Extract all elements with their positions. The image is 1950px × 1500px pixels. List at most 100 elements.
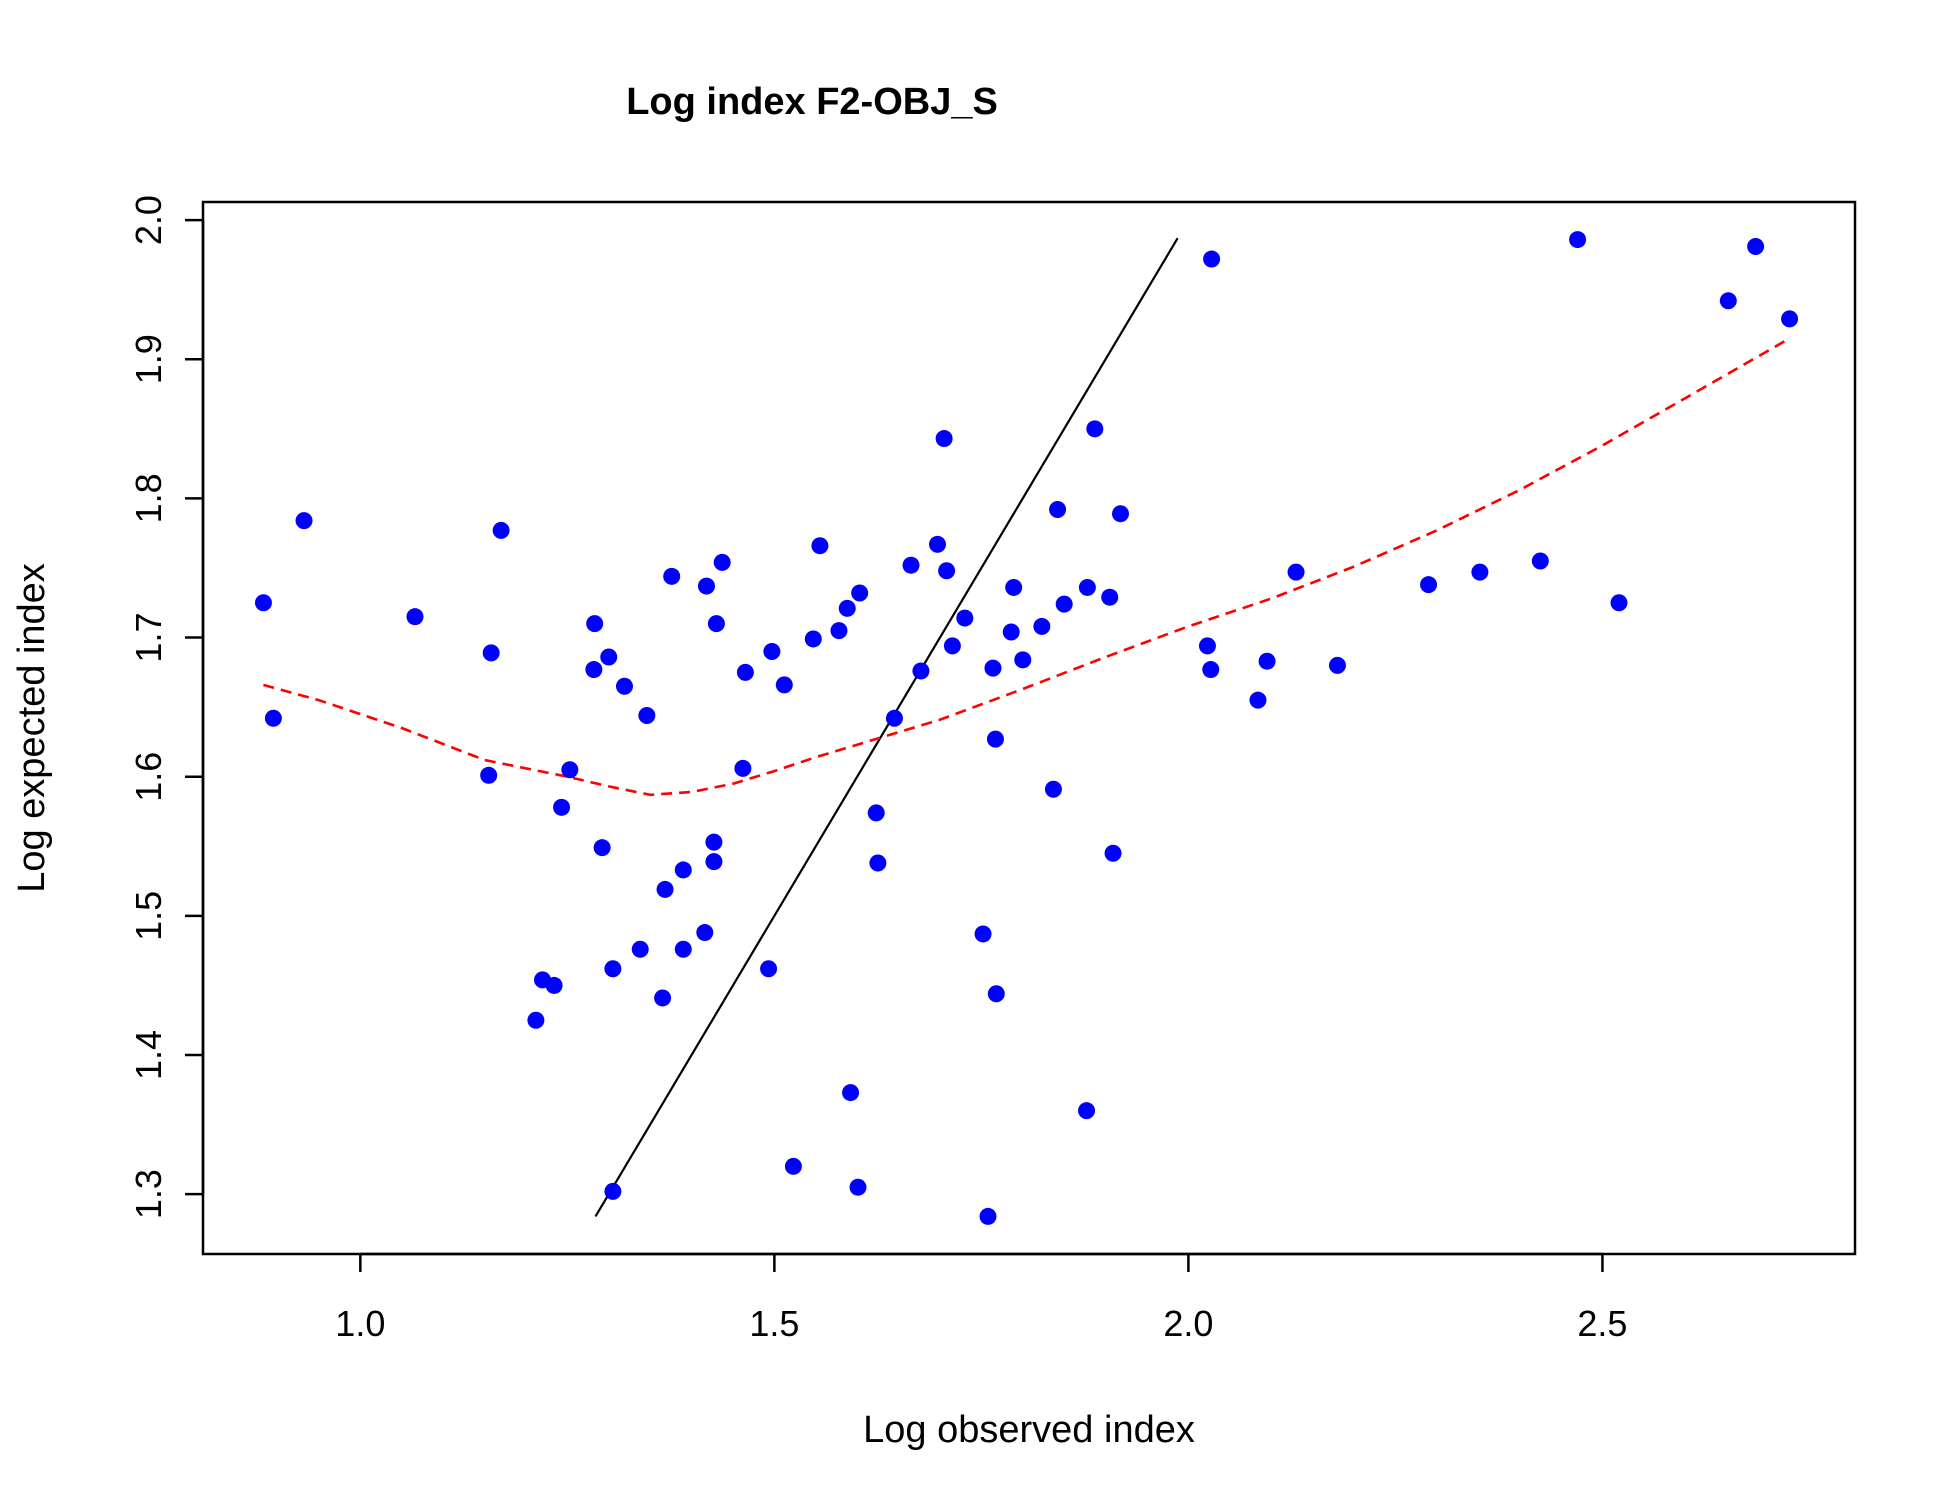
data-point — [784, 1157, 802, 1175]
data-point — [912, 662, 930, 680]
data-point — [1258, 652, 1276, 670]
data-point — [545, 976, 563, 994]
data-point — [295, 512, 313, 530]
x-axis: 1.0 1.5 2.0 2.5 — [335, 1252, 1627, 1344]
y-axis-label: Log expected index — [11, 563, 53, 893]
data-point — [1002, 623, 1020, 641]
y-tick-label: 1.4 — [128, 1030, 169, 1080]
data-point — [760, 960, 778, 978]
data-point — [830, 622, 848, 640]
data-point — [631, 940, 649, 958]
y-tick-label: 1.8 — [128, 473, 169, 523]
data-point — [593, 839, 611, 857]
y-tick-label: 1.9 — [128, 334, 169, 384]
data-point — [696, 924, 714, 942]
data-point — [604, 960, 622, 978]
data-point — [851, 584, 869, 602]
data-point — [1202, 661, 1220, 679]
data-point — [1049, 501, 1067, 519]
data-point — [902, 556, 920, 574]
data-point — [849, 1178, 867, 1196]
data-point — [638, 706, 656, 724]
data-point — [974, 925, 992, 943]
data-point — [736, 663, 754, 681]
data-point — [713, 553, 731, 571]
data-point — [1078, 1102, 1096, 1120]
data-point — [264, 709, 282, 727]
data-point — [482, 644, 500, 662]
data-point — [586, 615, 604, 633]
data-point — [600, 648, 618, 666]
data-point — [1328, 656, 1346, 674]
data-point — [697, 577, 715, 595]
data-point — [1203, 250, 1221, 268]
data-point — [956, 609, 974, 627]
data-point — [984, 659, 1002, 677]
data-point — [705, 833, 723, 851]
data-point — [1420, 576, 1438, 594]
data-point — [615, 677, 633, 695]
data-point — [663, 567, 681, 585]
data-point — [775, 676, 793, 694]
data-point — [1033, 617, 1051, 635]
y-tick-label: 1.3 — [128, 1169, 169, 1219]
x-tick-label: 2.5 — [1577, 1303, 1627, 1344]
data-point — [979, 1207, 997, 1225]
identity-line — [594, 237, 1179, 1217]
data-point — [1198, 637, 1216, 655]
data-point — [1249, 691, 1267, 709]
data-point — [674, 861, 692, 879]
data-point — [1014, 651, 1032, 669]
x-tick-label: 2.0 — [1163, 1303, 1213, 1344]
data-point — [869, 854, 887, 872]
y-tick-label: 1.6 — [128, 752, 169, 802]
data-point — [553, 798, 571, 816]
data-point — [943, 637, 961, 655]
data-point — [867, 804, 885, 822]
data-point — [492, 521, 510, 539]
data-point — [938, 562, 956, 580]
data-point — [1086, 420, 1104, 438]
data-point — [1781, 310, 1799, 328]
data-point — [1719, 292, 1737, 310]
data-point — [1471, 563, 1489, 581]
smoother-line — [263, 337, 1791, 797]
data-point — [804, 630, 822, 648]
data-point — [561, 761, 579, 779]
y-axis: 1.3 1.4 1.5 1.6 1.7 1.8 1.9 2.0 — [128, 195, 205, 1219]
data-point — [1569, 231, 1587, 249]
data-point — [842, 1084, 860, 1102]
data-point — [480, 766, 498, 784]
data-point — [1044, 780, 1062, 798]
data-point — [1104, 844, 1122, 862]
data-point — [674, 940, 692, 958]
data-point — [1610, 594, 1628, 612]
data-point — [763, 642, 781, 660]
data-point — [654, 989, 672, 1007]
data-point — [885, 709, 903, 727]
data-point — [1531, 552, 1549, 570]
x-axis-label: Log observed index — [863, 1409, 1195, 1451]
y-tick-label: 2.0 — [128, 195, 169, 245]
data-point — [1112, 505, 1130, 523]
plot-frame — [201, 200, 1857, 1256]
series-layer — [254, 231, 1799, 1225]
chart-title: Log index F2-OBJ_S — [626, 81, 998, 123]
y-tick-label: 1.7 — [128, 613, 169, 663]
data-point — [1005, 578, 1023, 596]
data-point — [707, 615, 725, 633]
data-point — [1747, 238, 1765, 256]
data-point — [1101, 588, 1119, 606]
x-tick-label: 1.0 — [335, 1303, 385, 1344]
data-point — [527, 1011, 545, 1029]
data-point — [604, 1182, 622, 1200]
data-point — [1055, 595, 1073, 613]
data-point — [986, 730, 1004, 748]
data-point — [705, 853, 723, 871]
data-point — [987, 985, 1005, 1003]
y-tick-label: 1.5 — [128, 891, 169, 941]
x-tick-label: 1.5 — [749, 1303, 799, 1344]
data-point — [734, 759, 752, 777]
data-point — [838, 599, 856, 617]
